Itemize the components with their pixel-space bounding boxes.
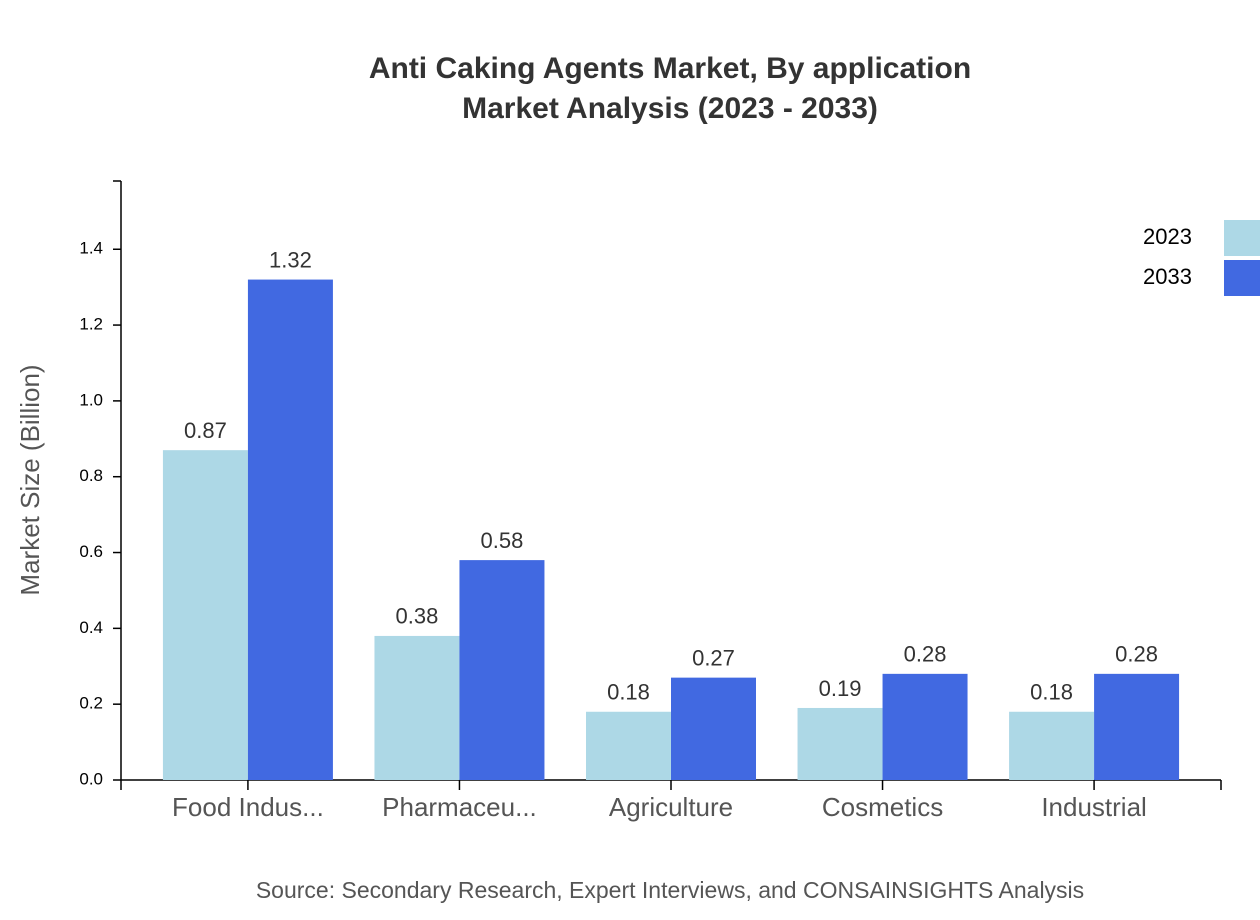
value-label: 0.38	[396, 604, 439, 629]
legend-label: 2023	[1143, 224, 1192, 249]
value-label: 1.32	[269, 247, 312, 272]
y-tick-label: 0.0	[79, 769, 103, 788]
bar	[586, 711, 671, 780]
value-label: 0.58	[481, 528, 524, 553]
x-tick-label: Food Indus...	[172, 792, 324, 822]
y-tick-label: 0.6	[79, 542, 103, 561]
bar	[882, 673, 968, 780]
bar	[797, 707, 883, 780]
legend-swatch	[1224, 220, 1260, 256]
bar	[1094, 673, 1180, 780]
y-axis-label: Market Size (Billion)	[15, 364, 45, 595]
x-tick-label: Industrial	[1041, 792, 1147, 822]
value-label: 0.19	[819, 676, 862, 701]
bar	[247, 279, 333, 780]
x-tick-label: Agriculture	[609, 792, 733, 822]
legend-label: 2033	[1143, 264, 1192, 289]
source-note: Source: Secondary Research, Expert Inter…	[256, 877, 1084, 903]
y-tick-label: 0.4	[79, 618, 103, 637]
bar	[162, 450, 248, 780]
value-label: 0.27	[692, 645, 735, 670]
bar	[374, 635, 460, 780]
y-tick-label: 1.4	[79, 239, 103, 258]
chart-subtitle: Market Analysis (2023 - 2033)	[462, 92, 878, 125]
value-label: 0.18	[1030, 680, 1073, 705]
value-label: 0.18	[607, 680, 650, 705]
bar	[459, 560, 545, 780]
x-tick-label: Pharmaceu...	[382, 792, 537, 822]
value-label: 0.28	[1115, 642, 1158, 667]
value-label: 0.28	[904, 642, 947, 667]
x-tick-label: Cosmetics	[822, 792, 943, 822]
y-tick-label: 0.8	[79, 466, 103, 485]
y-tick-label: 1.2	[79, 315, 103, 334]
y-tick-label: 1.0	[79, 390, 103, 409]
legend-swatch	[1224, 260, 1260, 296]
chart-title: Anti Caking Agents Market, By applicatio…	[369, 52, 971, 85]
y-tick-label: 0.2	[79, 694, 103, 713]
value-label: 0.87	[184, 418, 227, 443]
bar	[671, 677, 756, 780]
bar	[1009, 711, 1095, 780]
